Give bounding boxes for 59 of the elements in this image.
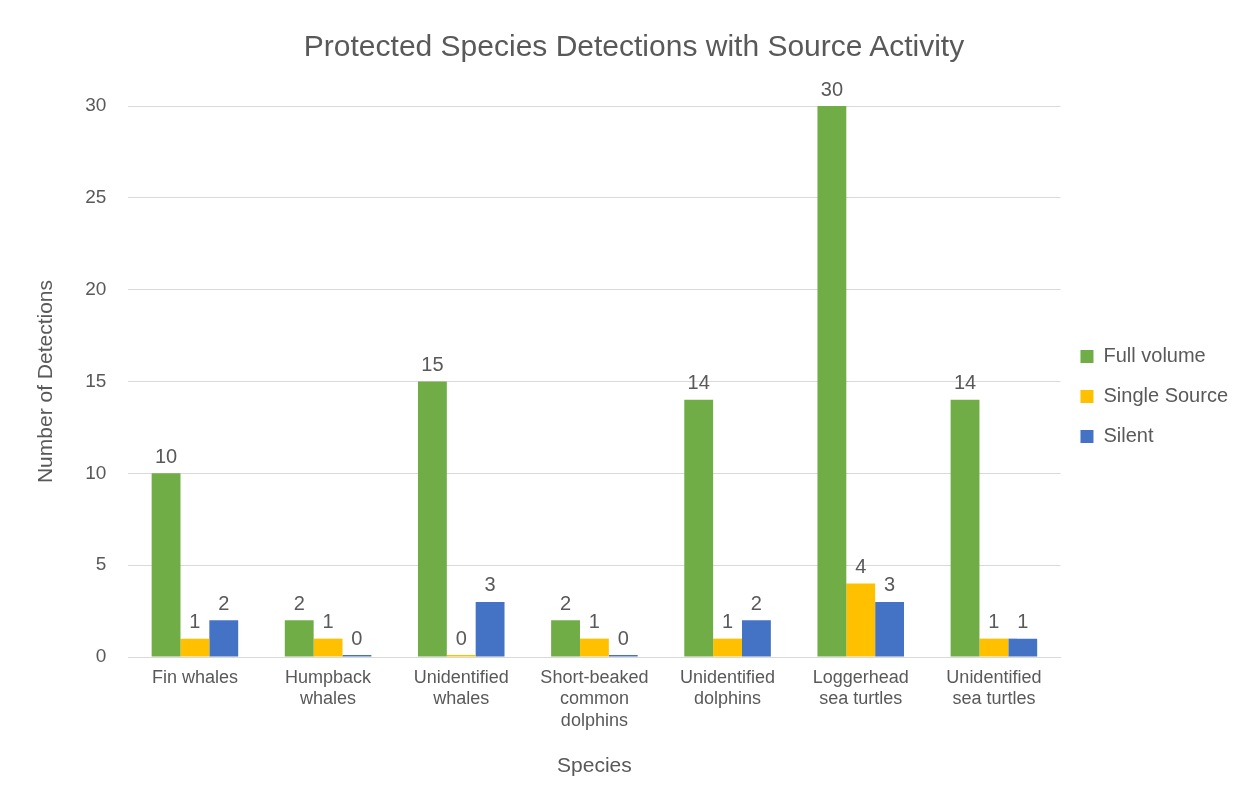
bar (284, 620, 314, 657)
data-label: 2 (750, 591, 762, 614)
y-axis-title: Number of Detections (33, 279, 57, 484)
data-label: 4 (855, 555, 867, 578)
legend-label: Single Source (1103, 384, 1229, 407)
bar (151, 473, 181, 657)
x-tick-label: Humpback whales (285, 666, 373, 709)
data-label: 0 (617, 626, 629, 649)
data-label: 1 (588, 610, 600, 633)
x-tick-label: Unidentified sea turtles (946, 666, 1042, 709)
data-label: 14 (953, 371, 977, 394)
y-tick-label: 5 (95, 553, 107, 575)
bar (313, 638, 343, 657)
x-tick-label: Loggerhead sea turtles (812, 666, 909, 709)
bar (579, 638, 609, 657)
chart-title: Protected Species Detections with Source Activity (303, 29, 965, 63)
x-tick-label: Fin whales (151, 666, 238, 687)
y-tick-label: 25 (85, 186, 107, 208)
legend-label: Full volume (1103, 344, 1206, 367)
data-label: 3 (484, 573, 496, 596)
bar (979, 638, 1009, 657)
data-label: 0 (455, 626, 467, 649)
x-tick-label: Unidentified whales (413, 666, 509, 709)
bar (1008, 638, 1038, 657)
y-tick-label: 20 (85, 277, 107, 299)
data-label: 14 (687, 371, 710, 394)
data-label: 0 (351, 626, 363, 649)
data-label: 1 (988, 610, 1000, 633)
bar (684, 399, 714, 657)
x-axis-title: Species (557, 753, 632, 777)
data-label: 2 (559, 591, 572, 614)
bar (417, 381, 447, 657)
bar (551, 620, 580, 657)
data-label: 1 (1017, 610, 1029, 633)
x-tick-label: Short-beaked common dolphins (540, 666, 649, 730)
bar (180, 638, 210, 657)
bar (817, 106, 847, 657)
data-label: 1 (722, 610, 734, 633)
y-tick-label: 0 (95, 645, 107, 667)
legend-label: Silent (1103, 424, 1154, 447)
data-label: 2 (218, 591, 230, 614)
data-label: 30 (820, 77, 844, 100)
x-tick-label: Unidentified dolphins (680, 666, 776, 709)
bar (846, 583, 876, 657)
y-tick-label: 10 (85, 461, 107, 483)
bar (209, 620, 239, 657)
data-label: 1 (189, 610, 201, 633)
data-label: 2 (293, 591, 305, 614)
data-label: 15 (421, 353, 444, 376)
bar (875, 601, 905, 657)
bar (475, 601, 505, 657)
data-label: 3 (884, 573, 896, 596)
bar (713, 638, 742, 657)
data-label: 1 (322, 610, 334, 633)
bar (950, 399, 980, 657)
y-tick-label: 15 (85, 369, 107, 391)
bar (742, 620, 771, 657)
y-tick-label: 30 (85, 94, 107, 116)
data-label: 10 (154, 444, 178, 467)
